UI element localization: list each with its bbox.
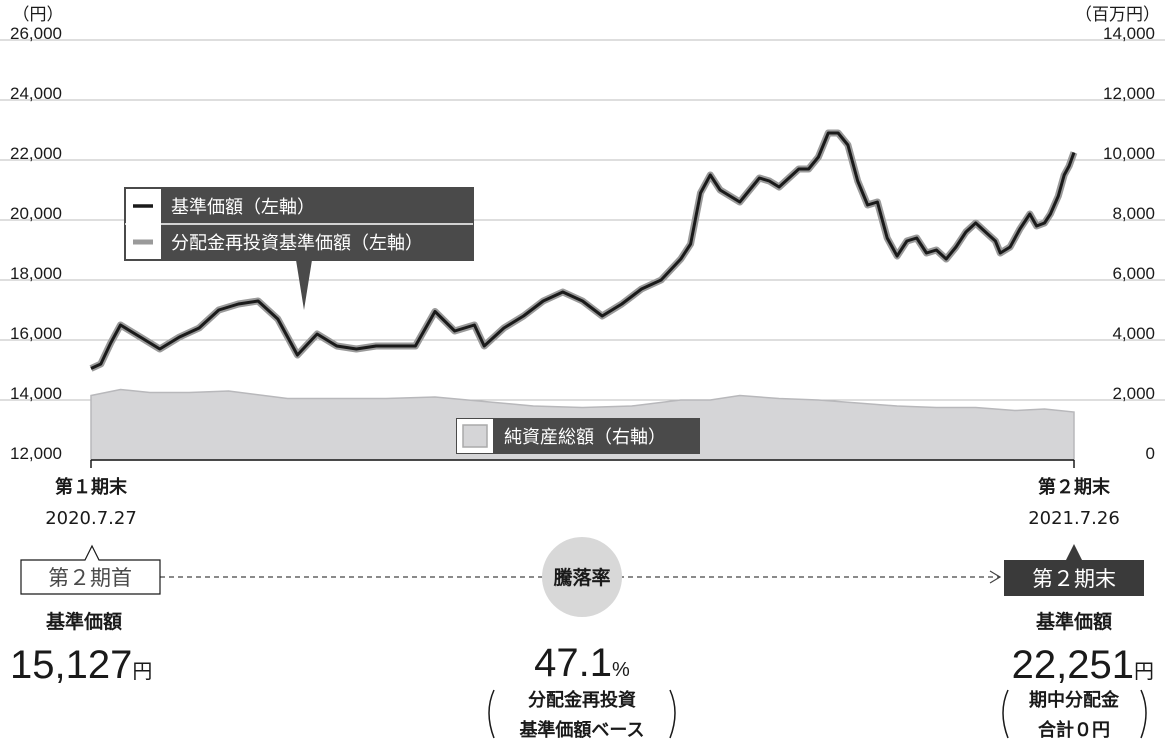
nav-lines	[89, 129, 1078, 372]
legend-nav-label: 基準価額（左軸）	[171, 197, 315, 218]
change-rate-note-2: 基準価額ベース	[518, 719, 644, 741]
start-nav-value: 15,127円	[10, 643, 152, 687]
legend-pointer	[296, 260, 312, 310]
center-right-paren	[669, 689, 676, 739]
right-tick-label: 10,000	[1103, 144, 1155, 163]
change-rate-label: 騰落率	[552, 566, 610, 589]
left-tick-label: 20,000	[10, 204, 62, 223]
nav-line	[90, 131, 1076, 370]
left-tick-label: 26,000	[10, 24, 62, 43]
right-tick-label: 2,000	[1112, 384, 1155, 403]
right-tick-label: 8,000	[1112, 204, 1155, 223]
left-tick-label: 12,000	[10, 444, 62, 463]
end-box: 第２期末	[1004, 544, 1144, 596]
change-rate-unit: %	[612, 659, 630, 681]
end-nav-unit: 円	[1134, 661, 1154, 683]
x-start-date: 2020.7.27	[45, 508, 137, 529]
x-end-label: 第２期末	[1038, 476, 1111, 498]
right-tick-label: 4,000	[1112, 324, 1155, 343]
end-box-label: 第２期末	[1032, 567, 1116, 591]
legend-assets-label: 純資産総額（右軸）	[504, 427, 666, 448]
left-tick-label: 16,000	[10, 324, 62, 343]
start-box-label: 第２期首	[48, 566, 132, 590]
end-left-paren	[1002, 689, 1009, 739]
x-end-date: 2021.7.26	[1028, 508, 1120, 529]
right-tick-label: 14,000	[1103, 24, 1155, 43]
left-tick-label: 24,000	[10, 84, 62, 103]
start-box: 第２期首	[20, 544, 161, 595]
right-tick-label: 12,000	[1103, 84, 1155, 103]
change-rate-note-1: 分配金再投資	[528, 689, 636, 711]
end-nav-value: 22,251円	[1012, 643, 1154, 687]
change-rate-value: 47.1%	[534, 641, 630, 685]
end-note-1: 期中分配金	[1029, 689, 1120, 711]
start-nav-label: 基準価額	[45, 610, 122, 633]
legend-reinvest-label: 分配金再投資基準価額（左軸）	[171, 233, 423, 254]
left-axis-unit: （円）	[13, 5, 64, 25]
legend-assets-swatch	[462, 424, 488, 448]
assets-legend: 純資産総額（右軸）	[456, 418, 700, 454]
left-axis-ticks: 26,000 24,000 22,000 20,000 18,000 16,000 14,0…	[10, 24, 62, 463]
end-right-paren	[1140, 689, 1147, 739]
legend-box: 基準価額（左軸） 分配金再投資基準価額（左軸）	[124, 187, 474, 310]
connector-arrowhead	[989, 570, 1002, 584]
center-left-paren	[488, 689, 495, 739]
end-note-2: 合計０円	[1038, 719, 1110, 741]
end-nav-label: 基準価額	[1035, 610, 1112, 633]
left-tick-label: 22,000	[10, 144, 62, 163]
right-tick-label: 0	[1146, 444, 1155, 463]
change-rate-circle	[542, 537, 622, 617]
right-axis-ticks: 14,000 12,000 10,000 8,000 6,000 4,000 2,000 0	[1103, 24, 1155, 463]
left-tick-label: 18,000	[10, 264, 62, 283]
x-start-label: 第１期末	[55, 476, 128, 498]
left-tick-label: 14,000	[10, 384, 62, 403]
start-nav-unit: 円	[132, 661, 152, 683]
right-axis-unit: （百万円）	[1075, 5, 1160, 25]
right-tick-label: 6,000	[1112, 264, 1155, 283]
